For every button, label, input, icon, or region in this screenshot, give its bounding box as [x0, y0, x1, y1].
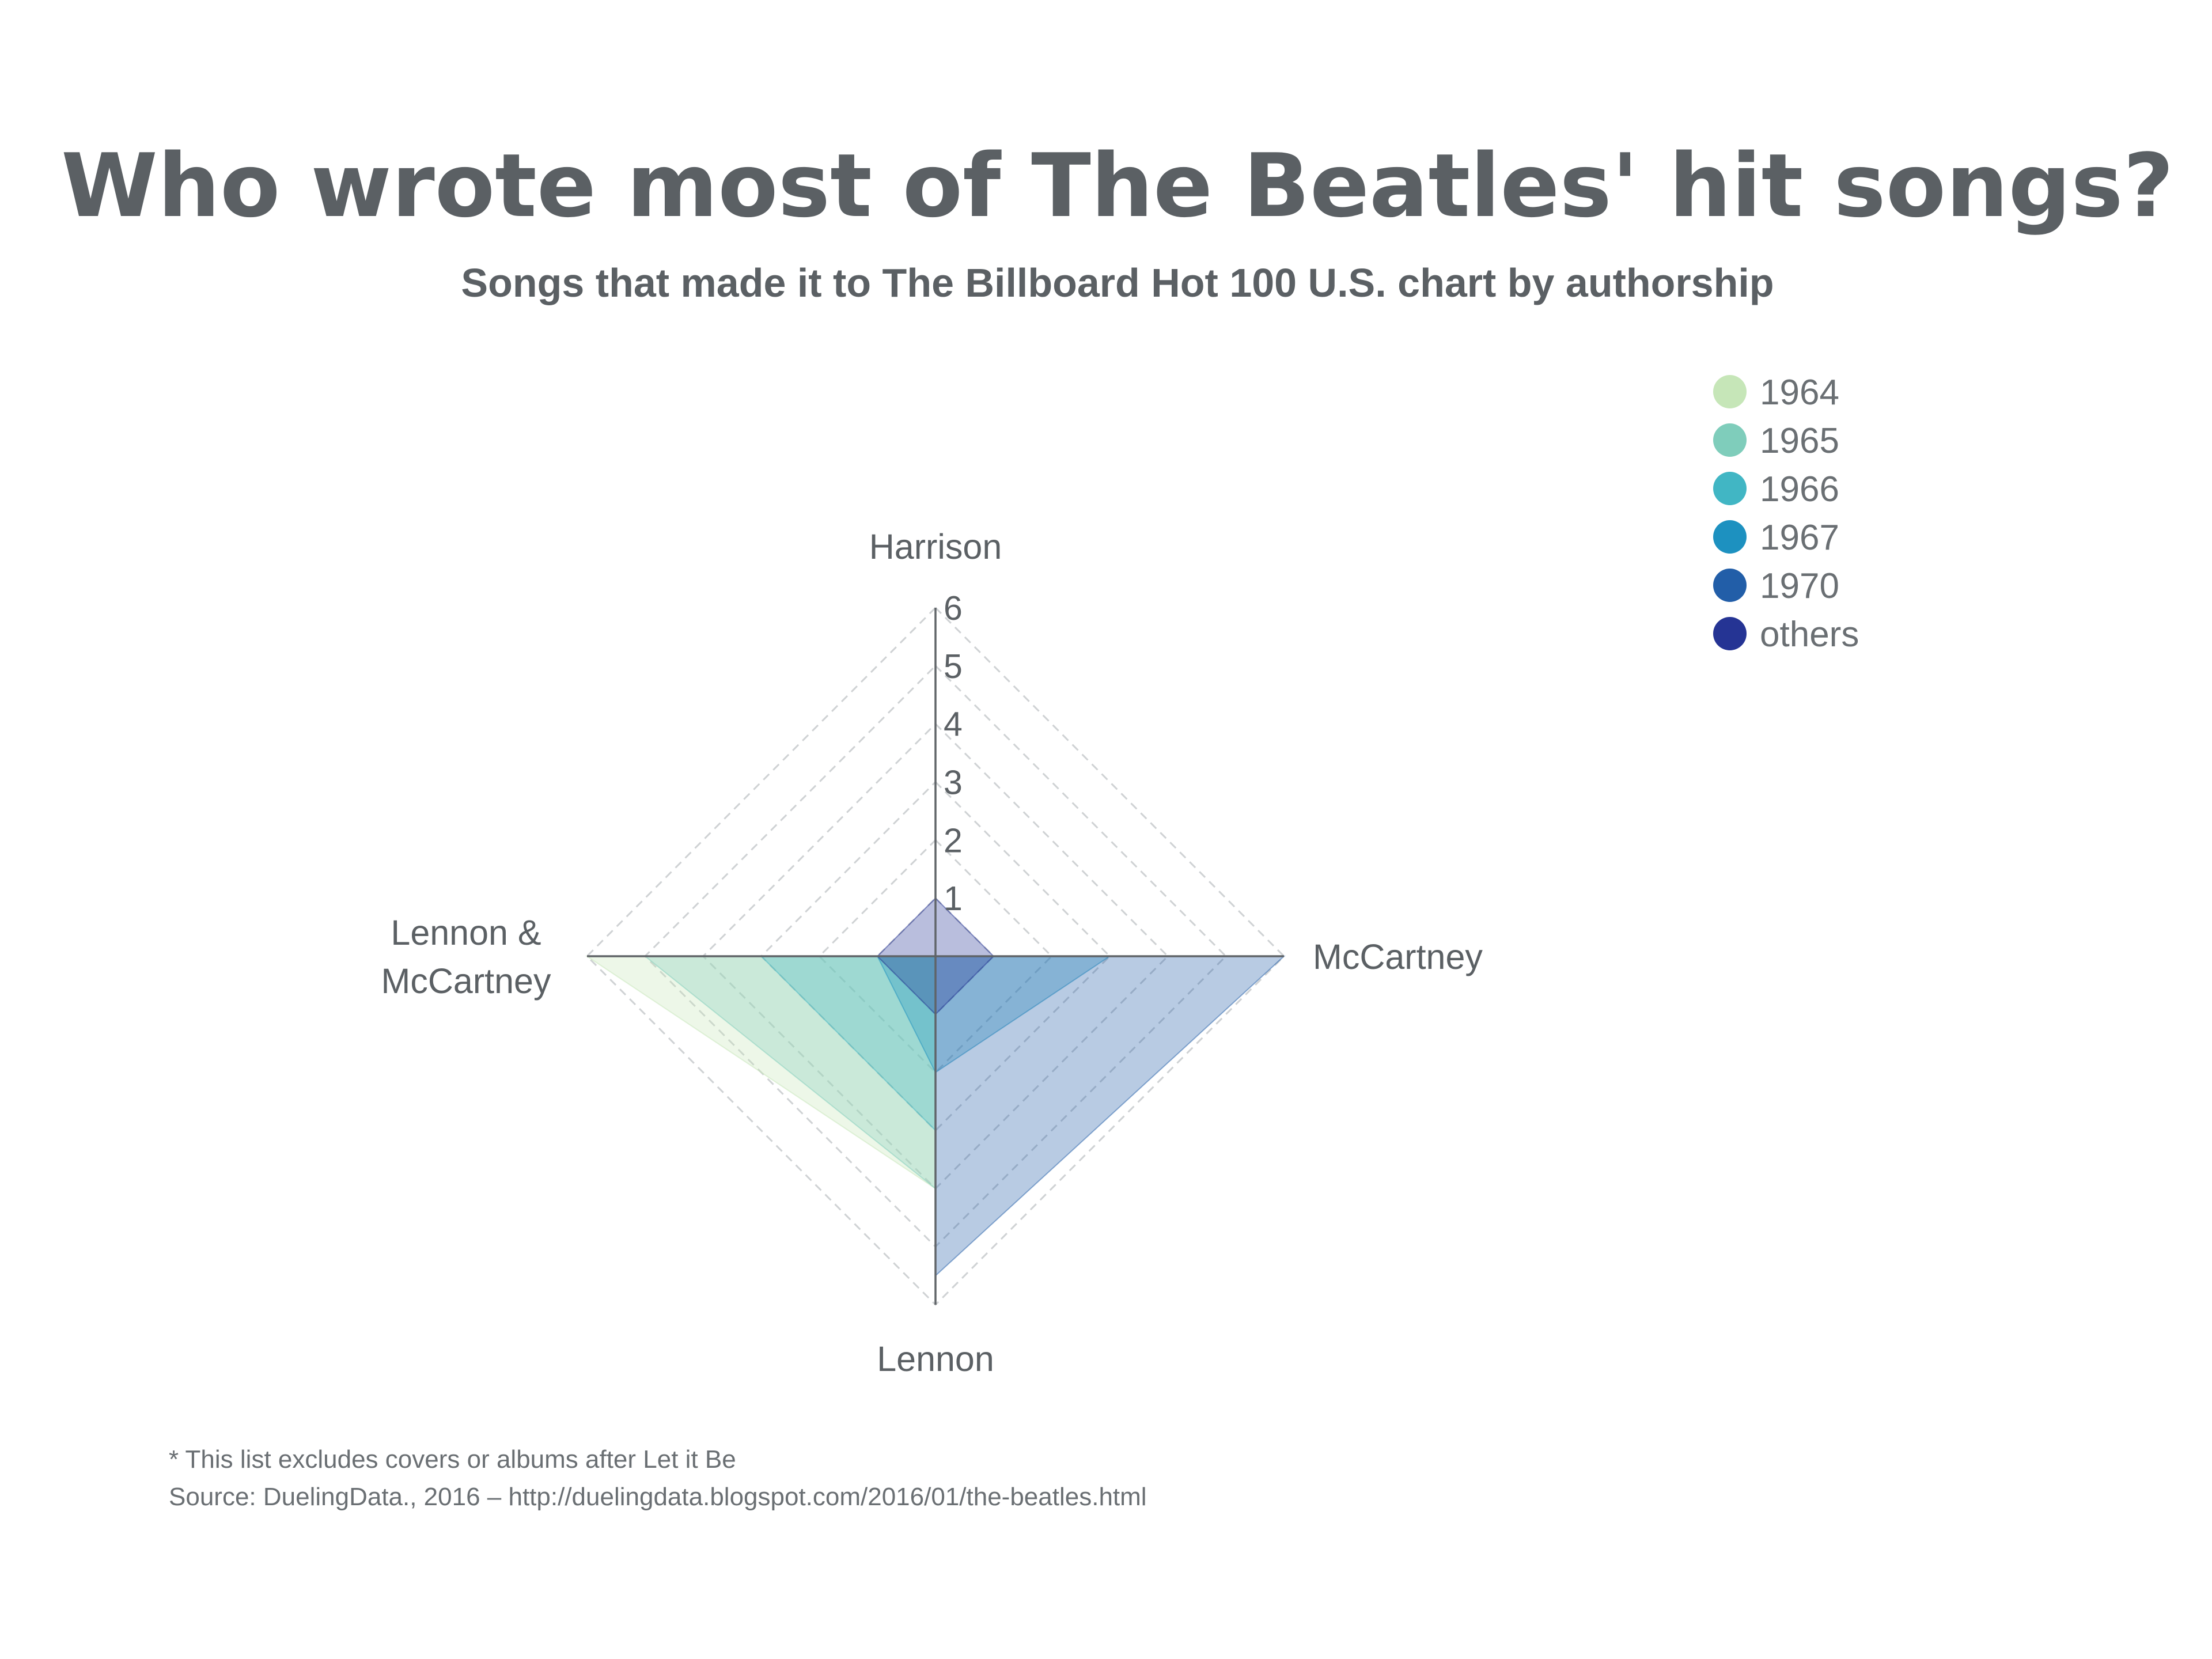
legend-marker [1713, 520, 1747, 554]
tick-label: 5 [944, 647, 963, 685]
legend-label: others [1760, 615, 1859, 654]
tick-label: 3 [944, 764, 963, 802]
tick-label: 6 [944, 589, 963, 627]
legend: 1964 1965 1966 1967 1970 others [1713, 373, 1859, 654]
series-area-1970 [935, 956, 1286, 1277]
footnote: * This list excludes covers or albums af… [169, 1445, 736, 1474]
chart-subtitle: Songs that made it to The Billboard Hot … [461, 260, 1774, 305]
legend-label: 1965 [1760, 421, 1839, 461]
legend-marker [1713, 472, 1747, 505]
axis-label-line: McCartney [1313, 937, 1483, 976]
axis-label-line: Lennon [877, 1339, 994, 1378]
source-note: Source: DuelingData., 2016 – http://duel… [169, 1483, 1147, 1511]
tick-label: 4 [944, 706, 963, 744]
radar-plot: 1 2 3 4 5 6 Harrison McCartney Lennon Lennon & McC… [381, 527, 1483, 1378]
grid-ring [760, 781, 1111, 1132]
axis-label-line: Lennon & [391, 913, 541, 952]
legend-marker [1713, 423, 1747, 457]
legend-marker [1713, 375, 1747, 408]
tick-label: 1 [944, 880, 963, 918]
legend-label: 1964 [1760, 373, 1839, 412]
axis-label: McCartney [1313, 937, 1483, 976]
chart-title: Who wrote most of The Beatles' hit songs… [61, 135, 2174, 237]
legend-label: 1966 [1760, 469, 1839, 509]
legend-label: 1967 [1760, 518, 1839, 558]
legend-marker [1713, 617, 1747, 650]
legend-marker [1713, 569, 1747, 602]
axis-label-line: Harrison [869, 527, 1002, 566]
axis-label: Harrison [869, 527, 1002, 566]
axis-label: Lennon [877, 1339, 994, 1378]
tick-label: 2 [944, 821, 963, 859]
axis-label: Lennon & McCartney [381, 913, 551, 1001]
axis-label-line: McCartney [381, 961, 551, 1001]
legend-label: 1970 [1760, 566, 1839, 606]
